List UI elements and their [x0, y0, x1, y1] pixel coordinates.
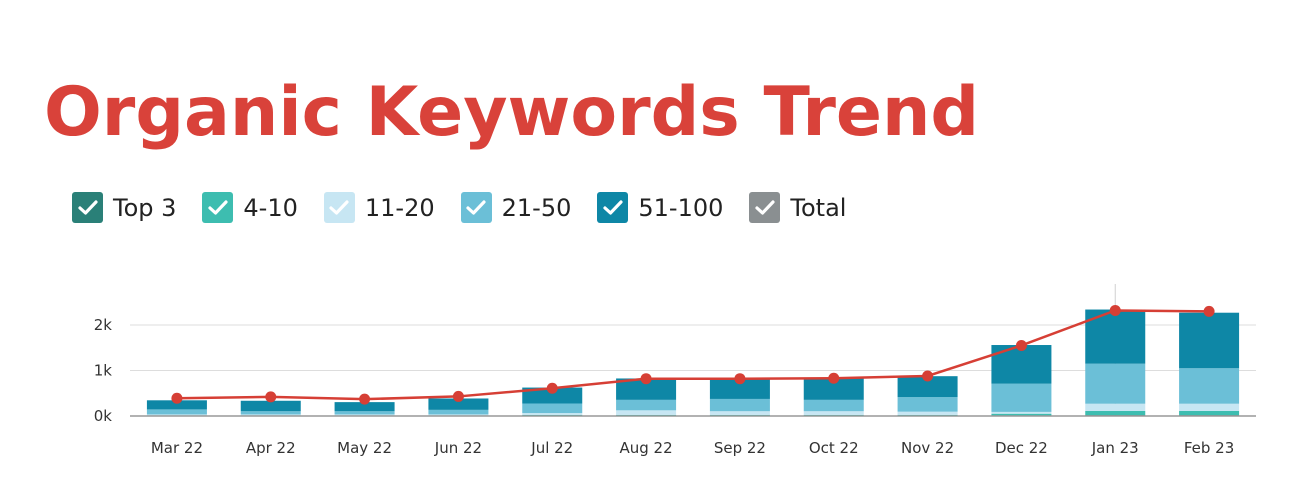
x-tick-label: Nov 22 — [901, 439, 954, 457]
y-tick-label: 0k — [94, 407, 113, 425]
bar-segment — [1085, 410, 1146, 416]
check-icon[interactable] — [460, 192, 492, 223]
bar-segment — [616, 378, 677, 400]
bar-segment — [240, 400, 301, 412]
y-tick-label: 1k — [94, 362, 113, 380]
legend-label: Top 3 — [113, 193, 177, 222]
legend-label: 11-20 — [364, 193, 435, 222]
bar-segment — [522, 403, 583, 414]
total-point — [359, 393, 371, 405]
y-tick-label: 2k — [94, 316, 113, 334]
bar-segment — [709, 398, 770, 412]
total-point — [1109, 304, 1121, 316]
bar-segment — [709, 411, 770, 415]
total-point — [828, 372, 840, 384]
bar-segment — [1085, 363, 1146, 404]
bar-segment — [1179, 368, 1240, 404]
bar-segment — [897, 376, 958, 398]
legend-item-4-10[interactable]: 4-10 — [202, 192, 298, 223]
legend-item-21-50[interactable]: 21-50 — [460, 192, 572, 223]
total-point — [265, 391, 277, 403]
x-tick-label: May 22 — [337, 439, 392, 457]
total-point — [546, 382, 558, 394]
legend-label: 51-100 — [638, 193, 724, 222]
check-icon[interactable] — [749, 192, 781, 223]
bar-segment — [428, 398, 489, 410]
total-point — [452, 390, 464, 402]
x-tick-label: Jan 23 — [1091, 439, 1139, 457]
x-tick-label: Oct 22 — [809, 439, 859, 457]
bar-segment — [240, 411, 301, 415]
total-point — [1015, 339, 1027, 351]
legend-label: 21-50 — [501, 193, 572, 222]
check-icon[interactable] — [202, 192, 234, 223]
x-tick-label: Apr 22 — [246, 439, 296, 457]
legend-item-11-20[interactable]: 11-20 — [323, 192, 435, 223]
bar-segment — [334, 414, 395, 416]
x-tick-label: Sep 22 — [714, 439, 766, 457]
x-tick-label: Jun 22 — [434, 439, 482, 457]
total-point — [922, 370, 934, 382]
bar-segment — [1179, 312, 1240, 369]
bar-segment — [991, 413, 1052, 416]
legend-label: Total — [790, 193, 847, 222]
bar-segment — [709, 378, 770, 399]
legend-item-total[interactable]: Total — [749, 192, 846, 223]
bar-segment — [522, 413, 583, 415]
bar-segment — [146, 400, 207, 410]
bar-segment — [146, 414, 207, 416]
total-line — [176, 309, 1210, 401]
total-point — [734, 373, 746, 385]
bar-segment — [991, 383, 1052, 412]
bar-segment — [1179, 410, 1240, 416]
chart-legend: Top 3 4-10 11-20 21-50 51-100 Total — [72, 192, 872, 223]
bar-segment — [897, 411, 958, 415]
bar-segment — [334, 411, 395, 415]
bar-segment — [803, 411, 864, 415]
total-point — [1203, 305, 1215, 317]
bar-segment — [1179, 403, 1240, 411]
check-icon[interactable] — [72, 192, 103, 223]
check-icon[interactable] — [323, 192, 355, 223]
chart-title: Organic Keywords Trend — [44, 73, 980, 152]
bar-segment — [616, 410, 677, 415]
legend-item-51-100[interactable]: 51-100 — [597, 192, 723, 223]
bar-segment — [803, 378, 864, 400]
bar-segment — [897, 397, 958, 412]
total-point — [640, 373, 652, 385]
check-icon[interactable] — [597, 192, 629, 223]
bar-segment — [522, 387, 583, 404]
bar-segment — [428, 409, 489, 415]
x-tick-label: Mar 22 — [151, 439, 203, 457]
bar-segment — [428, 414, 489, 416]
bar-segment — [334, 402, 395, 412]
bar-segment — [803, 399, 864, 412]
x-tick-label: Dec 22 — [995, 439, 1048, 457]
bar-segment — [991, 411, 1052, 414]
legend-item-top3[interactable]: Top 3 — [72, 192, 176, 223]
x-tick-label: Jul 22 — [530, 439, 573, 457]
bar-segment — [146, 409, 207, 415]
bar-segment — [1085, 403, 1146, 411]
bar-segment — [616, 399, 677, 411]
x-tick-label: Feb 23 — [1184, 439, 1234, 457]
legend-label: 4-10 — [243, 193, 298, 222]
x-tick-label: Aug 22 — [620, 439, 673, 457]
bar-segment — [240, 414, 301, 416]
chart-plot: 0k 1k 2k Mar 22 Apr 22 May 22 Jun 22 Jul 22 Aug … — [94, 284, 1256, 457]
total-point — [171, 392, 183, 404]
